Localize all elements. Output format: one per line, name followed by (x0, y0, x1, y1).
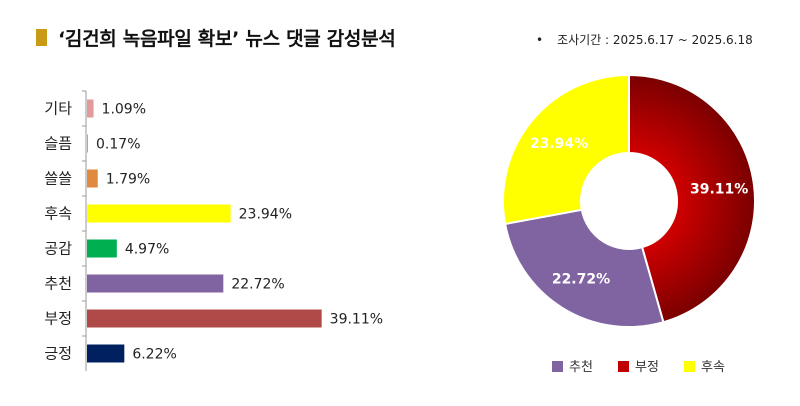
bar-value-label: 22.72% (231, 277, 284, 293)
legend-swatch (618, 361, 629, 372)
legend-label: 부정 (635, 360, 659, 375)
bar-value-label: 1.79% (106, 172, 150, 188)
period-label: 조사기간 : 2025.6.17 ~ 2025.6.18 (557, 33, 753, 47)
donut-slice-부정 (628, 73, 756, 324)
period-bullet: • (536, 33, 544, 47)
bar-value-label: 1.09% (102, 102, 146, 118)
legend-label: 후속 (701, 360, 725, 375)
bar-슬픔 (87, 134, 89, 153)
title-marker (36, 29, 47, 46)
bar-category-label: 기타 (44, 100, 72, 118)
legend-label: 추천 (569, 360, 593, 375)
bar-category-label: 추천 (44, 275, 72, 293)
legend-swatch (552, 361, 563, 372)
bar-쓸쓸 (87, 169, 98, 188)
donut-slice-label: 22.72% (552, 271, 610, 287)
chart-title: ‘김건희 녹음파일 확보’ 뉴스 댓글 감성분석 (58, 28, 396, 50)
donut-slice-label: 23.94% (530, 136, 588, 152)
bar-value-label: 4.97% (125, 242, 169, 258)
donut-chart: 39.11% 22.72% 23.94% (502, 73, 756, 328)
bar-value-label: 23.94% (239, 207, 292, 223)
bar-category-label: 긍정 (44, 345, 72, 363)
bar-부정 (87, 309, 322, 328)
bar-category-label: 부정 (44, 310, 72, 328)
bar-후속 (87, 204, 231, 223)
donut-legend: 추천 부정 후속 (552, 360, 725, 375)
bar-추천 (87, 274, 224, 293)
donut-slice-추천 (503, 208, 665, 328)
bar-value-label: 39.11% (330, 312, 383, 328)
bar-value-label: 0.17% (96, 137, 140, 153)
bar-value-label: 6.22% (132, 347, 176, 363)
bar-기타 (87, 99, 94, 118)
bar-category-label: 후속 (44, 205, 72, 223)
bar-category-label: 공감 (44, 240, 72, 258)
bar-공감 (87, 239, 117, 258)
survey-period: • 조사기간 : 2025.6.17 ~ 2025.6.18 (536, 31, 753, 48)
legend-swatch (684, 361, 695, 372)
bar-category-label: 슬픔 (44, 135, 72, 153)
bar-category-label: 쓸쓸 (44, 170, 72, 188)
bar-긍정 (87, 344, 125, 363)
donut-slice-후속 (502, 73, 630, 226)
bar-chart: 기타 1.09% 슬픔 0.17% 쓸쓸 1.79% 후속 23.94% 공감 4.97% 추천 22… (44, 90, 383, 371)
donut-slice-label: 39.11% (690, 181, 748, 197)
